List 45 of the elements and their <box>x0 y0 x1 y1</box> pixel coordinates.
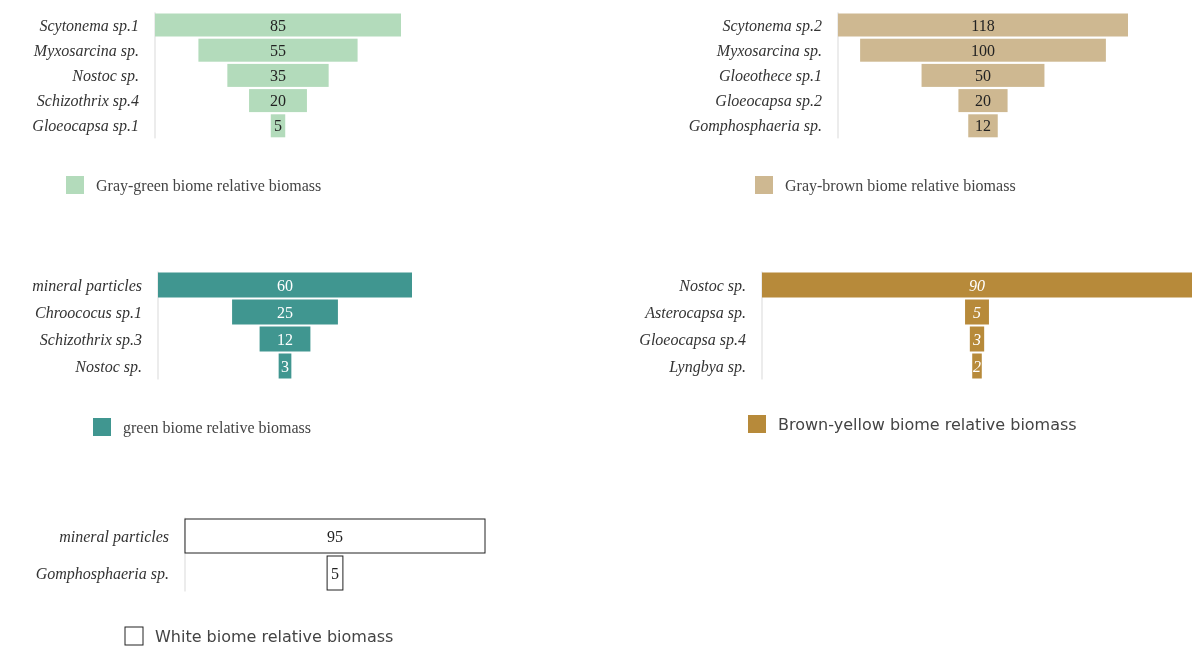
data-label: 2 <box>973 357 981 375</box>
data-label: 50 <box>975 66 991 84</box>
data-label: 85 <box>270 16 286 34</box>
data-label: 12 <box>277 330 293 348</box>
category-label: Gomphosphaeria sp. <box>35 564 169 583</box>
data-label: 55 <box>270 41 286 59</box>
category-label: Myxosarcina sp. <box>32 41 139 60</box>
legend-label: White biome relative biomass <box>155 626 394 646</box>
data-label: 5 <box>331 564 339 582</box>
category-label: Nostoc sp. <box>678 276 746 295</box>
legend-label: green biome relative biomass <box>123 418 311 437</box>
category-label: mineral particles <box>32 276 142 295</box>
category-label: Myxosarcina sp. <box>715 41 822 60</box>
category-label: Nostoc sp. <box>74 357 142 376</box>
data-label: 35 <box>270 66 286 84</box>
data-label: 20 <box>975 92 991 110</box>
data-label: 20 <box>270 92 286 110</box>
data-label: 5 <box>973 303 981 321</box>
category-label: Gloeocapsa sp.1 <box>32 117 139 136</box>
legend-label: Gray-brown biome relative biomass <box>785 176 1016 195</box>
data-label: 60 <box>277 276 293 294</box>
data-label: 12 <box>975 117 991 135</box>
legend-label: Brown-yellow biome relative biomass <box>778 414 1077 434</box>
category-label: Scytonema sp.2 <box>722 16 822 35</box>
data-label: 3 <box>972 330 981 348</box>
category-label: Nostoc sp. <box>71 66 139 85</box>
category-label: Scytonema sp.1 <box>39 16 139 35</box>
data-label: 118 <box>971 16 995 34</box>
category-label: Gloeothece sp.1 <box>718 66 822 85</box>
data-label: 3 <box>281 357 289 375</box>
category-label: Chroococus sp.1 <box>35 303 142 322</box>
legend-label: Gray-green biome relative biomass <box>96 176 322 195</box>
category-label: mineral particles <box>59 527 169 546</box>
category-label: Schizothrix sp.4 <box>36 92 139 111</box>
data-label: 100 <box>971 41 995 59</box>
category-label: Gloeocapsa sp.2 <box>715 92 822 111</box>
data-label: 90 <box>969 276 985 294</box>
category-label: Schizothrix sp.3 <box>39 330 142 349</box>
category-label: Lyngbya sp. <box>668 357 746 376</box>
data-label: 25 <box>277 303 293 321</box>
data-label: 95 <box>327 527 343 545</box>
category-label: Gloeocapsa sp.4 <box>639 330 746 349</box>
category-label: Asterocapsa sp. <box>644 303 746 322</box>
category-label: Gomphosphaeria sp. <box>688 117 822 136</box>
data-label: 5 <box>274 117 282 135</box>
